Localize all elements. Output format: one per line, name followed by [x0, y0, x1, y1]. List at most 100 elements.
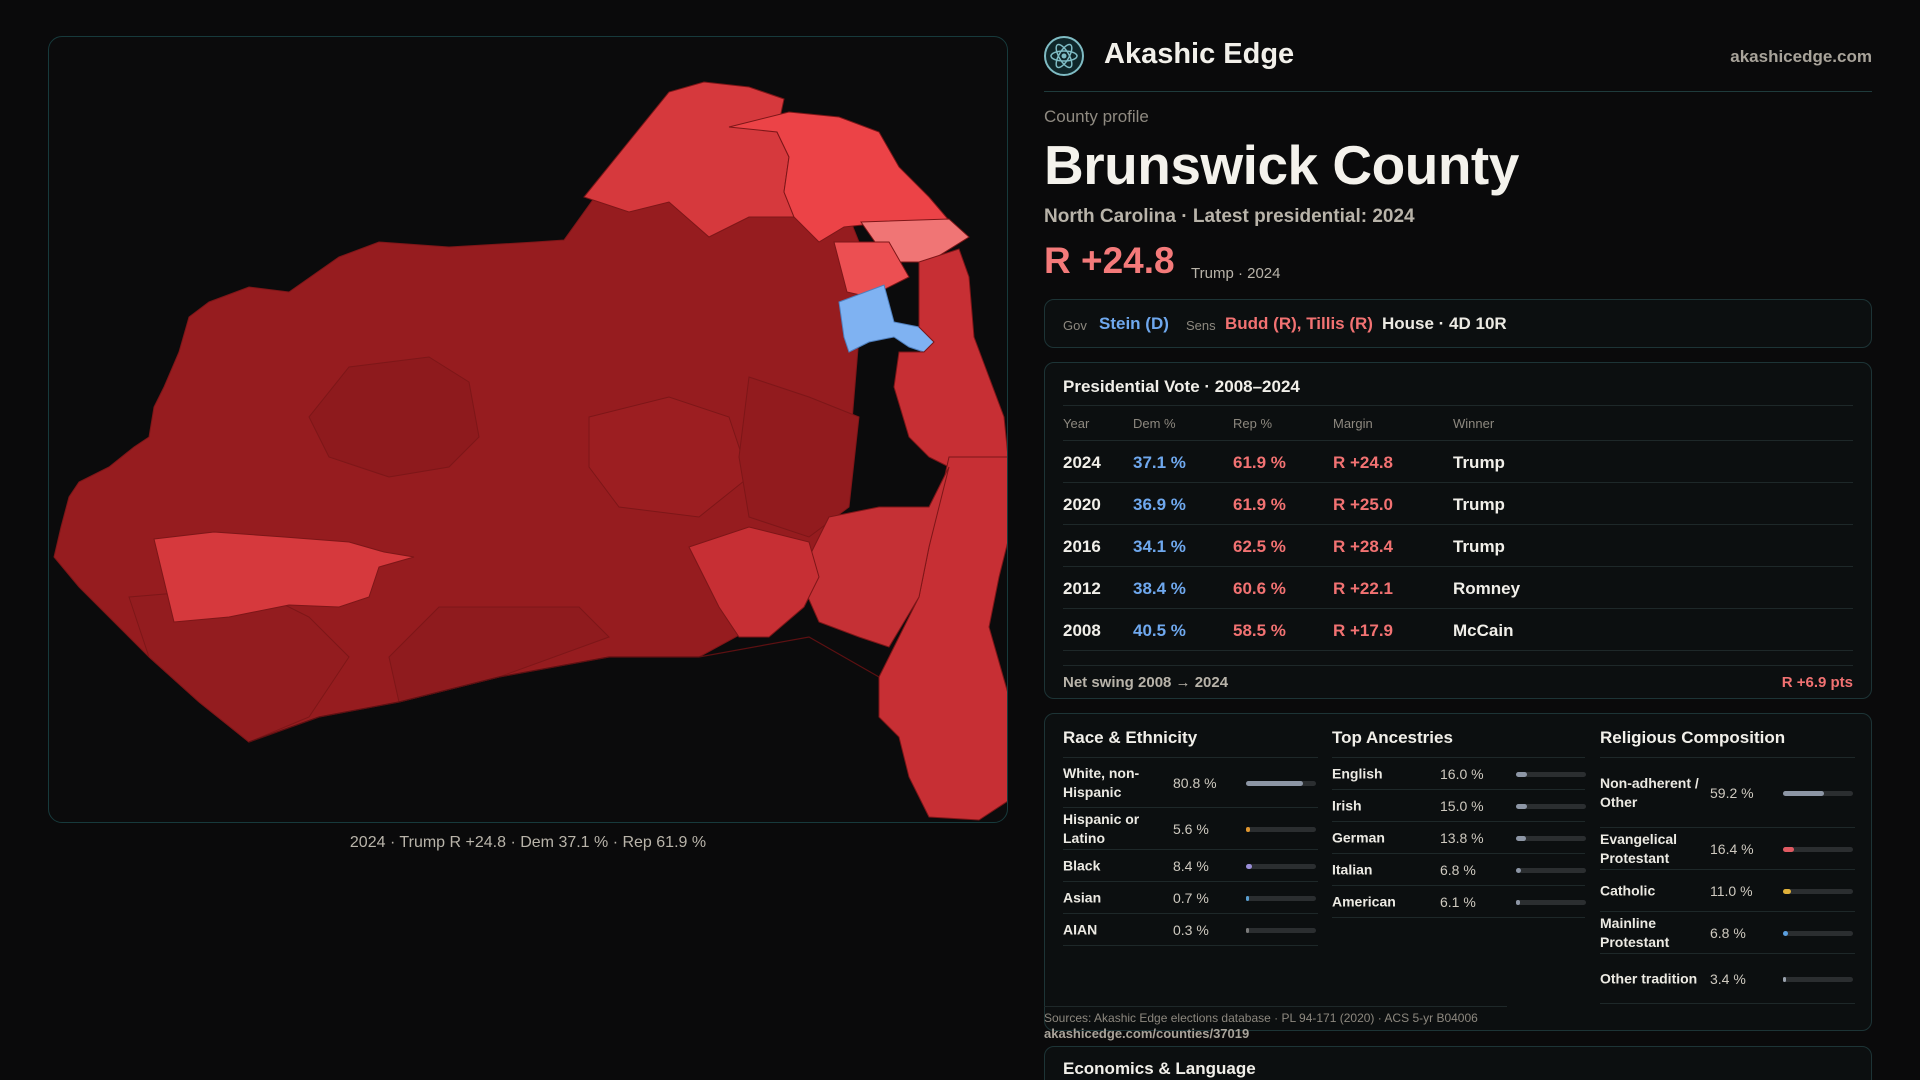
- ancestry-bar-fill: [1516, 772, 1528, 777]
- presidential-vote-card: Presidential Vote · 2008–2024 Year Dem %…: [1044, 362, 1872, 699]
- religion-label: Mainline Protestant: [1600, 914, 1670, 950]
- precinct-east-coast[interactable]: [893, 248, 1008, 478]
- precinct-south-central-red[interactable]: [688, 526, 820, 638]
- religion-bar-fill: [1783, 791, 1825, 796]
- county-map[interactable]: [48, 36, 1008, 823]
- religion-label: Non-adherent / Other: [1600, 774, 1699, 810]
- ancestries-column: Top Ancestries English 16.0 % Irish 15.0 % G…: [1332, 728, 1586, 918]
- religion-value: 6.8 %: [1710, 924, 1746, 941]
- sources-link[interactable]: akashicedge.com/counties/37019: [1044, 1026, 1250, 1041]
- race-label: White, non-Hispanic: [1063, 764, 1140, 800]
- economics-card: Economics & Language: [1044, 1046, 1872, 1080]
- sens-label: Sens: [1186, 318, 1216, 333]
- ancestry-value: 6.8 %: [1440, 861, 1476, 878]
- race-value: 0.7 %: [1173, 889, 1209, 906]
- race-bar: [1246, 827, 1316, 832]
- religion-column: Religious Composition Non-adherent / Oth…: [1600, 728, 1855, 1004]
- cell-dem: 34.1 %: [1133, 537, 1186, 556]
- ancestry-row: Irish 15.0 %: [1332, 790, 1586, 822]
- ancestry-row: Italian 6.8 %: [1332, 854, 1586, 886]
- ancestry-row: English 16.0 %: [1332, 758, 1586, 790]
- table-header: Year Dem % Rep % Margin Winner: [1063, 405, 1853, 441]
- precinct-blue[interactable]: [838, 284, 935, 353]
- col-rep: Rep %: [1233, 416, 1273, 431]
- map-caption: 2024 · Trump R +24.8 · Dem 37.1 % · Rep …: [349, 834, 707, 851]
- net-swing-value: R +6.9 pts: [1781, 674, 1853, 691]
- cell-margin: R +22.1: [1333, 579, 1394, 598]
- cell-year: 2020: [1063, 495, 1101, 514]
- net-swing-row: Net swing 2008 → 2024 R +6.9 pts: [1063, 665, 1853, 691]
- precinct-west-band[interactable]: [153, 531, 415, 623]
- precinct-map[interactable]: [49, 37, 1008, 823]
- race-bar: [1246, 896, 1316, 901]
- cell-winner: Trump: [1453, 453, 1505, 472]
- atom-logo-icon[interactable]: [1044, 36, 1084, 76]
- ancestry-label: Italian: [1332, 861, 1373, 877]
- cell-dem: 38.4 %: [1133, 579, 1186, 598]
- cell-year: 2008: [1063, 621, 1101, 640]
- religion-bar: [1783, 931, 1853, 936]
- officials-bar: Gov Stein (D) Sens Budd (R), Tillis (R) …: [1044, 299, 1872, 348]
- race-label: AIAN: [1063, 921, 1098, 937]
- sources-note: Sources: Akashic Edge elections database…: [1044, 1006, 1507, 1025]
- col-margin: Margin: [1333, 416, 1373, 431]
- cell-winner: Romney: [1453, 579, 1521, 598]
- county-profile-panel: Akashic Edge akashicedge.com County prof…: [1044, 0, 1872, 1080]
- ancestry-bar-fill: [1516, 804, 1527, 809]
- religion-value: 11.0 %: [1710, 882, 1753, 899]
- religion-row: Mainline Protestant 6.8 %: [1600, 912, 1855, 954]
- religion-title: Religious Composition: [1600, 728, 1855, 758]
- race-row: Black 8.4 %: [1063, 850, 1318, 882]
- ancestry-label: American: [1332, 893, 1396, 909]
- brand-name[interactable]: Akashic Edge: [1104, 38, 1295, 70]
- religion-row: Catholic 11.0 %: [1600, 870, 1855, 912]
- race-bar-fill: [1246, 781, 1303, 786]
- religion-label: Catholic: [1600, 882, 1656, 898]
- latest-margin-note: Trump · 2024: [1191, 265, 1281, 282]
- religion-bar-fill: [1783, 931, 1788, 936]
- brand-domain-link[interactable]: akashicedge.com: [1730, 47, 1872, 66]
- net-swing-label: Net swing 2008 → 2024: [1063, 674, 1229, 691]
- cell-rep: 62.5 %: [1233, 537, 1286, 556]
- ancestry-label: Irish: [1332, 797, 1362, 813]
- cell-year: 2012: [1063, 579, 1101, 598]
- cell-winner: Trump: [1453, 495, 1505, 514]
- table-row: 2008 40.5 % 58.5 % R +17.9 McCain: [1063, 609, 1853, 651]
- table-row: 2024 37.1 % 61.9 % R +24.8 Trump: [1063, 441, 1853, 483]
- race-label: Hispanic or Latino: [1063, 810, 1140, 846]
- presidential-title: Presidential Vote · 2008–2024: [1063, 377, 1300, 396]
- ancestry-value: 13.8 %: [1440, 829, 1484, 846]
- race-bar: [1246, 864, 1316, 869]
- page-kicker: County profile: [1044, 107, 1149, 126]
- race-row: Hispanic or Latino 5.6 %: [1063, 808, 1318, 850]
- race-value: 5.6 %: [1173, 820, 1209, 837]
- religion-bar-fill: [1783, 889, 1791, 894]
- latest-margin: R +24.8: [1044, 240, 1175, 281]
- ancestry-bar-fill: [1516, 836, 1526, 841]
- religion-value: 3.4 %: [1710, 970, 1746, 987]
- brand-header: Akashic Edge akashicedge.com: [1044, 36, 1872, 92]
- precinct-southeast-large[interactable]: [878, 456, 1008, 821]
- page-title: Brunswick County: [1044, 134, 1519, 196]
- economics-title: Economics & Language: [1063, 1059, 1256, 1078]
- coastline-accent: [248, 636, 880, 743]
- precinct-central-b[interactable]: [588, 396, 750, 518]
- cell-margin: R +28.4: [1333, 537, 1394, 556]
- ancestry-bar: [1516, 868, 1586, 873]
- cell-dem: 37.1 %: [1133, 453, 1186, 472]
- ancestry-bar: [1516, 772, 1586, 777]
- precinct-northeast-mid[interactable]: [833, 241, 910, 298]
- cell-year: 2016: [1063, 537, 1101, 556]
- table-row: 2012 38.4 % 60.6 % R +22.1 Romney: [1063, 567, 1853, 609]
- gov-label: Gov: [1063, 318, 1087, 333]
- race-value: 80.8 %: [1173, 774, 1217, 791]
- cell-year: 2024: [1063, 453, 1101, 472]
- ancestry-value: 6.1 %: [1440, 893, 1476, 910]
- religion-value: 59.2 %: [1710, 784, 1754, 801]
- precinct-east-mid[interactable]: [798, 466, 950, 648]
- race-value: 8.4 %: [1173, 857, 1209, 874]
- precinct-central-a[interactable]: [308, 356, 480, 478]
- race-row: White, non-Hispanic 80.8 %: [1063, 758, 1318, 808]
- cell-margin: R +17.9: [1333, 621, 1394, 640]
- ancestry-value: 15.0 %: [1440, 797, 1484, 814]
